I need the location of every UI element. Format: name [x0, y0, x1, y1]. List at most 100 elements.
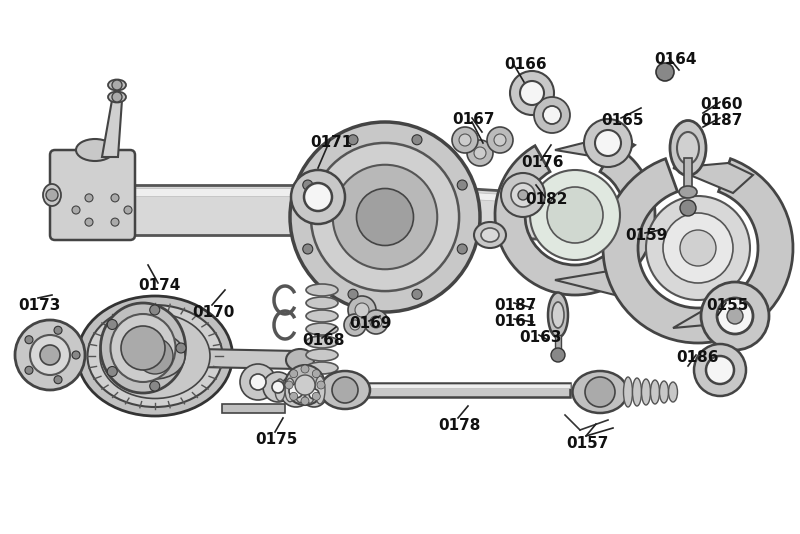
Text: 0163: 0163 — [519, 330, 562, 345]
Ellipse shape — [305, 377, 315, 403]
Ellipse shape — [552, 302, 564, 328]
Ellipse shape — [642, 379, 650, 405]
Ellipse shape — [573, 371, 627, 413]
Text: 0157: 0157 — [566, 436, 608, 451]
Ellipse shape — [306, 284, 338, 296]
Circle shape — [348, 135, 358, 145]
Circle shape — [137, 338, 173, 374]
Circle shape — [40, 345, 60, 365]
Circle shape — [311, 143, 459, 291]
Ellipse shape — [659, 381, 669, 403]
Circle shape — [458, 180, 467, 190]
Circle shape — [290, 370, 298, 378]
Text: 0165: 0165 — [601, 113, 643, 128]
Ellipse shape — [110, 314, 175, 382]
Circle shape — [551, 348, 565, 362]
Circle shape — [312, 370, 320, 378]
Circle shape — [301, 381, 327, 407]
Polygon shape — [673, 163, 753, 193]
Circle shape — [150, 381, 160, 391]
Text: 0186: 0186 — [676, 350, 718, 365]
Ellipse shape — [650, 380, 659, 404]
Circle shape — [46, 189, 58, 201]
Text: 0174: 0174 — [138, 278, 180, 293]
Circle shape — [72, 206, 80, 214]
Circle shape — [364, 310, 388, 334]
Circle shape — [317, 381, 325, 389]
Circle shape — [727, 308, 743, 324]
Polygon shape — [440, 191, 600, 208]
Polygon shape — [198, 349, 298, 369]
Circle shape — [680, 230, 716, 266]
Circle shape — [25, 336, 33, 344]
Polygon shape — [222, 404, 285, 412]
Ellipse shape — [306, 349, 338, 361]
Circle shape — [301, 365, 309, 373]
Circle shape — [520, 81, 544, 105]
Circle shape — [584, 119, 632, 167]
Ellipse shape — [623, 377, 633, 407]
Circle shape — [272, 381, 284, 393]
Ellipse shape — [320, 371, 370, 409]
Circle shape — [530, 170, 620, 260]
Circle shape — [717, 298, 753, 334]
Circle shape — [348, 296, 376, 324]
Circle shape — [350, 320, 360, 330]
Ellipse shape — [275, 379, 285, 401]
Ellipse shape — [306, 362, 338, 374]
Ellipse shape — [670, 121, 706, 176]
Circle shape — [285, 381, 293, 389]
Circle shape — [474, 147, 486, 159]
Circle shape — [459, 134, 471, 146]
Circle shape — [494, 134, 506, 146]
Circle shape — [680, 200, 696, 216]
Circle shape — [285, 365, 325, 405]
Ellipse shape — [295, 378, 305, 403]
Circle shape — [348, 289, 358, 299]
Circle shape — [240, 364, 276, 400]
Ellipse shape — [78, 296, 233, 416]
Circle shape — [458, 244, 467, 254]
Text: 0161: 0161 — [494, 314, 536, 329]
Ellipse shape — [306, 323, 338, 335]
Ellipse shape — [285, 378, 295, 402]
Circle shape — [663, 213, 733, 283]
Circle shape — [124, 206, 132, 214]
Ellipse shape — [108, 91, 126, 103]
Circle shape — [412, 135, 422, 145]
Circle shape — [111, 194, 119, 202]
Circle shape — [25, 366, 33, 374]
Circle shape — [487, 127, 513, 153]
Circle shape — [112, 80, 122, 90]
Ellipse shape — [669, 382, 678, 402]
Circle shape — [112, 92, 122, 102]
Ellipse shape — [677, 132, 699, 164]
Polygon shape — [345, 384, 570, 388]
Circle shape — [585, 377, 615, 407]
Circle shape — [85, 218, 93, 226]
Circle shape — [15, 320, 85, 390]
Circle shape — [501, 173, 545, 217]
Text: 0187: 0187 — [700, 113, 742, 128]
Polygon shape — [673, 293, 753, 328]
Polygon shape — [555, 135, 635, 160]
Polygon shape — [102, 100, 122, 157]
Circle shape — [54, 376, 62, 384]
Ellipse shape — [108, 80, 126, 90]
Circle shape — [301, 397, 309, 405]
Ellipse shape — [315, 376, 325, 404]
Ellipse shape — [548, 293, 568, 337]
Circle shape — [121, 326, 165, 370]
Ellipse shape — [306, 297, 338, 309]
Text: 0160: 0160 — [700, 97, 742, 112]
Circle shape — [280, 375, 312, 407]
Circle shape — [304, 183, 332, 211]
Circle shape — [295, 375, 315, 395]
Circle shape — [309, 389, 319, 399]
Circle shape — [543, 106, 561, 124]
Text: 0178: 0178 — [438, 418, 480, 433]
Circle shape — [511, 183, 535, 207]
Circle shape — [412, 289, 422, 299]
FancyBboxPatch shape — [50, 150, 135, 240]
Text: 0176: 0176 — [521, 155, 563, 170]
